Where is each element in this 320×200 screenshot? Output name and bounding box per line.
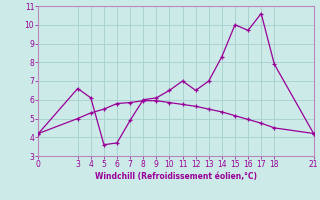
X-axis label: Windchill (Refroidissement éolien,°C): Windchill (Refroidissement éolien,°C): [95, 172, 257, 181]
